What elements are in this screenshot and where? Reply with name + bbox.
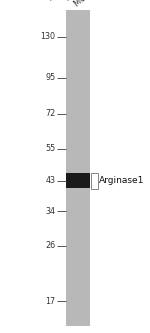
Text: 95: 95 — [45, 73, 56, 82]
Text: 34: 34 — [45, 206, 56, 215]
Text: Mouse liver: Mouse liver — [72, 0, 115, 8]
Text: 43: 43 — [45, 176, 56, 185]
Text: 55: 55 — [45, 144, 56, 153]
Bar — [66, 173, 90, 188]
Text: 130: 130 — [40, 32, 56, 41]
Bar — [91, 172, 98, 189]
Text: 72: 72 — [45, 109, 56, 118]
Text: 26: 26 — [45, 241, 56, 250]
Text: 17: 17 — [45, 297, 56, 306]
Bar — [66, 10, 90, 326]
Text: Arginase1: Arginase1 — [99, 176, 144, 185]
Text: MW
(kDa): MW (kDa) — [48, 0, 70, 2]
